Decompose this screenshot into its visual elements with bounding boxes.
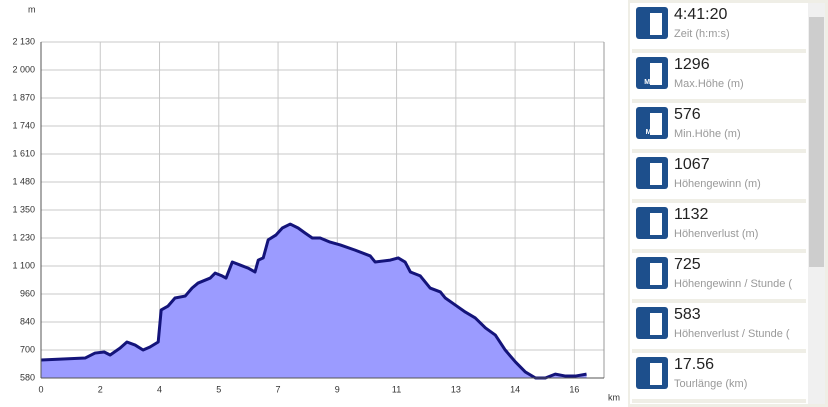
x-tick-label: 7 <box>276 384 281 394</box>
y-unit: m <box>28 4 36 14</box>
x-tick-label: 11 <box>392 384 401 394</box>
x-tick-label: 5 <box>216 384 221 394</box>
y-tick-label: 2 130 <box>12 36 35 46</box>
icon-glyph <box>650 113 662 135</box>
icon-badge: MIN <box>645 129 659 136</box>
x-tick-label: 2 <box>98 384 103 394</box>
y-tick-label: 1 230 <box>12 232 35 242</box>
stat-value: 4:41:20 <box>674 6 728 23</box>
stat-value: 1067 <box>674 156 710 173</box>
y-tick-label: 580 <box>20 372 35 382</box>
stat-label: Höhenverlust / Stunde ( <box>674 328 790 340</box>
stat-icon <box>636 157 668 189</box>
stat-icon: MAX <box>636 57 668 89</box>
scroll-thumb[interactable] <box>809 17 824 267</box>
y-tick-label: 1 350 <box>12 204 35 214</box>
stat-icon: MIN <box>636 107 668 139</box>
stat-icon <box>636 207 668 239</box>
y-tick-label: 1 870 <box>12 92 35 102</box>
stat-icon <box>636 307 668 339</box>
scrollbar[interactable] <box>808 3 825 404</box>
stat-value: 1132 <box>674 206 709 223</box>
stats-panel: 4:41:20 Zeit (h:m:s) MAX 1296 Max.Höhe (m) MI… <box>630 3 808 404</box>
stat-value: 17.56 <box>674 356 715 373</box>
icon-glyph <box>650 163 662 185</box>
y-tick-label: 1 480 <box>12 176 35 186</box>
y-tick-label: 700 <box>20 344 35 354</box>
area-fill <box>41 224 587 378</box>
y-tick-label: 1 740 <box>12 120 35 130</box>
stat-item: MIN 576 Min.Höhe (m) <box>632 103 806 153</box>
stat-item: 4:41:20 Zeit (h:m:s) <box>632 3 806 53</box>
x-tick-label: 16 <box>569 384 579 394</box>
icon-glyph <box>650 313 662 335</box>
x-tick-label: 4 <box>157 384 162 394</box>
icon-glyph <box>650 363 662 385</box>
stat-label: Zeit (h:m:s) <box>674 28 730 40</box>
stat-label: Tourlänge (km) <box>674 378 748 390</box>
stat-label: Max.Höhe (m) <box>674 78 744 90</box>
stat-icon <box>636 257 668 289</box>
icon-badge: MAX <box>644 79 660 86</box>
icon-glyph <box>650 213 662 235</box>
y-tick-label: 2 000 <box>12 64 35 74</box>
stat-icon <box>636 357 668 389</box>
stat-item: 583 Höhenverlust / Stunde ( <box>632 303 806 353</box>
x-tick-label: 14 <box>510 384 520 394</box>
y-tick-label: 960 <box>20 288 35 298</box>
stat-item: MAX 1296 Max.Höhe (m) <box>632 53 806 103</box>
elevation-line <box>40 222 587 380</box>
x-tick-label: 13 <box>451 384 461 394</box>
x-tick-label: 9 <box>335 384 340 394</box>
stat-label: Höhengewinn / Stunde ( <box>674 278 793 290</box>
stat-item: 1067 Höhengewinn (m) <box>632 153 806 203</box>
stat-value: 576 <box>674 106 701 123</box>
elevation-chart: m km 580 700 840 960 1 100 1 230 1 350 1 480 1 6… <box>0 0 628 407</box>
stat-label: Höhenverlust (m) <box>674 228 759 240</box>
y-tick-label: 840 <box>20 316 35 326</box>
stat-value: 725 <box>674 256 701 273</box>
y-tick-label: 1 610 <box>12 148 35 158</box>
stat-item: 725 Höhengewinn / Stunde ( <box>632 253 806 303</box>
stat-item: 17.56 Tourlänge (km) <box>632 353 806 403</box>
x-tick-label: 0 <box>38 384 43 394</box>
icon-glyph <box>650 263 662 285</box>
stat-icon <box>636 7 668 39</box>
stat-label: Min.Höhe (m) <box>674 128 741 140</box>
x-unit: km <box>608 392 620 402</box>
stat-label: Höhengewinn (m) <box>674 178 761 190</box>
icon-glyph <box>650 63 662 85</box>
stat-value: 583 <box>674 306 701 323</box>
icon-glyph <box>650 13 662 35</box>
y-tick-label: 1 100 <box>12 260 35 270</box>
stat-value: 1296 <box>674 56 710 73</box>
stat-item: 1132 Höhenverlust (m) <box>632 203 806 253</box>
